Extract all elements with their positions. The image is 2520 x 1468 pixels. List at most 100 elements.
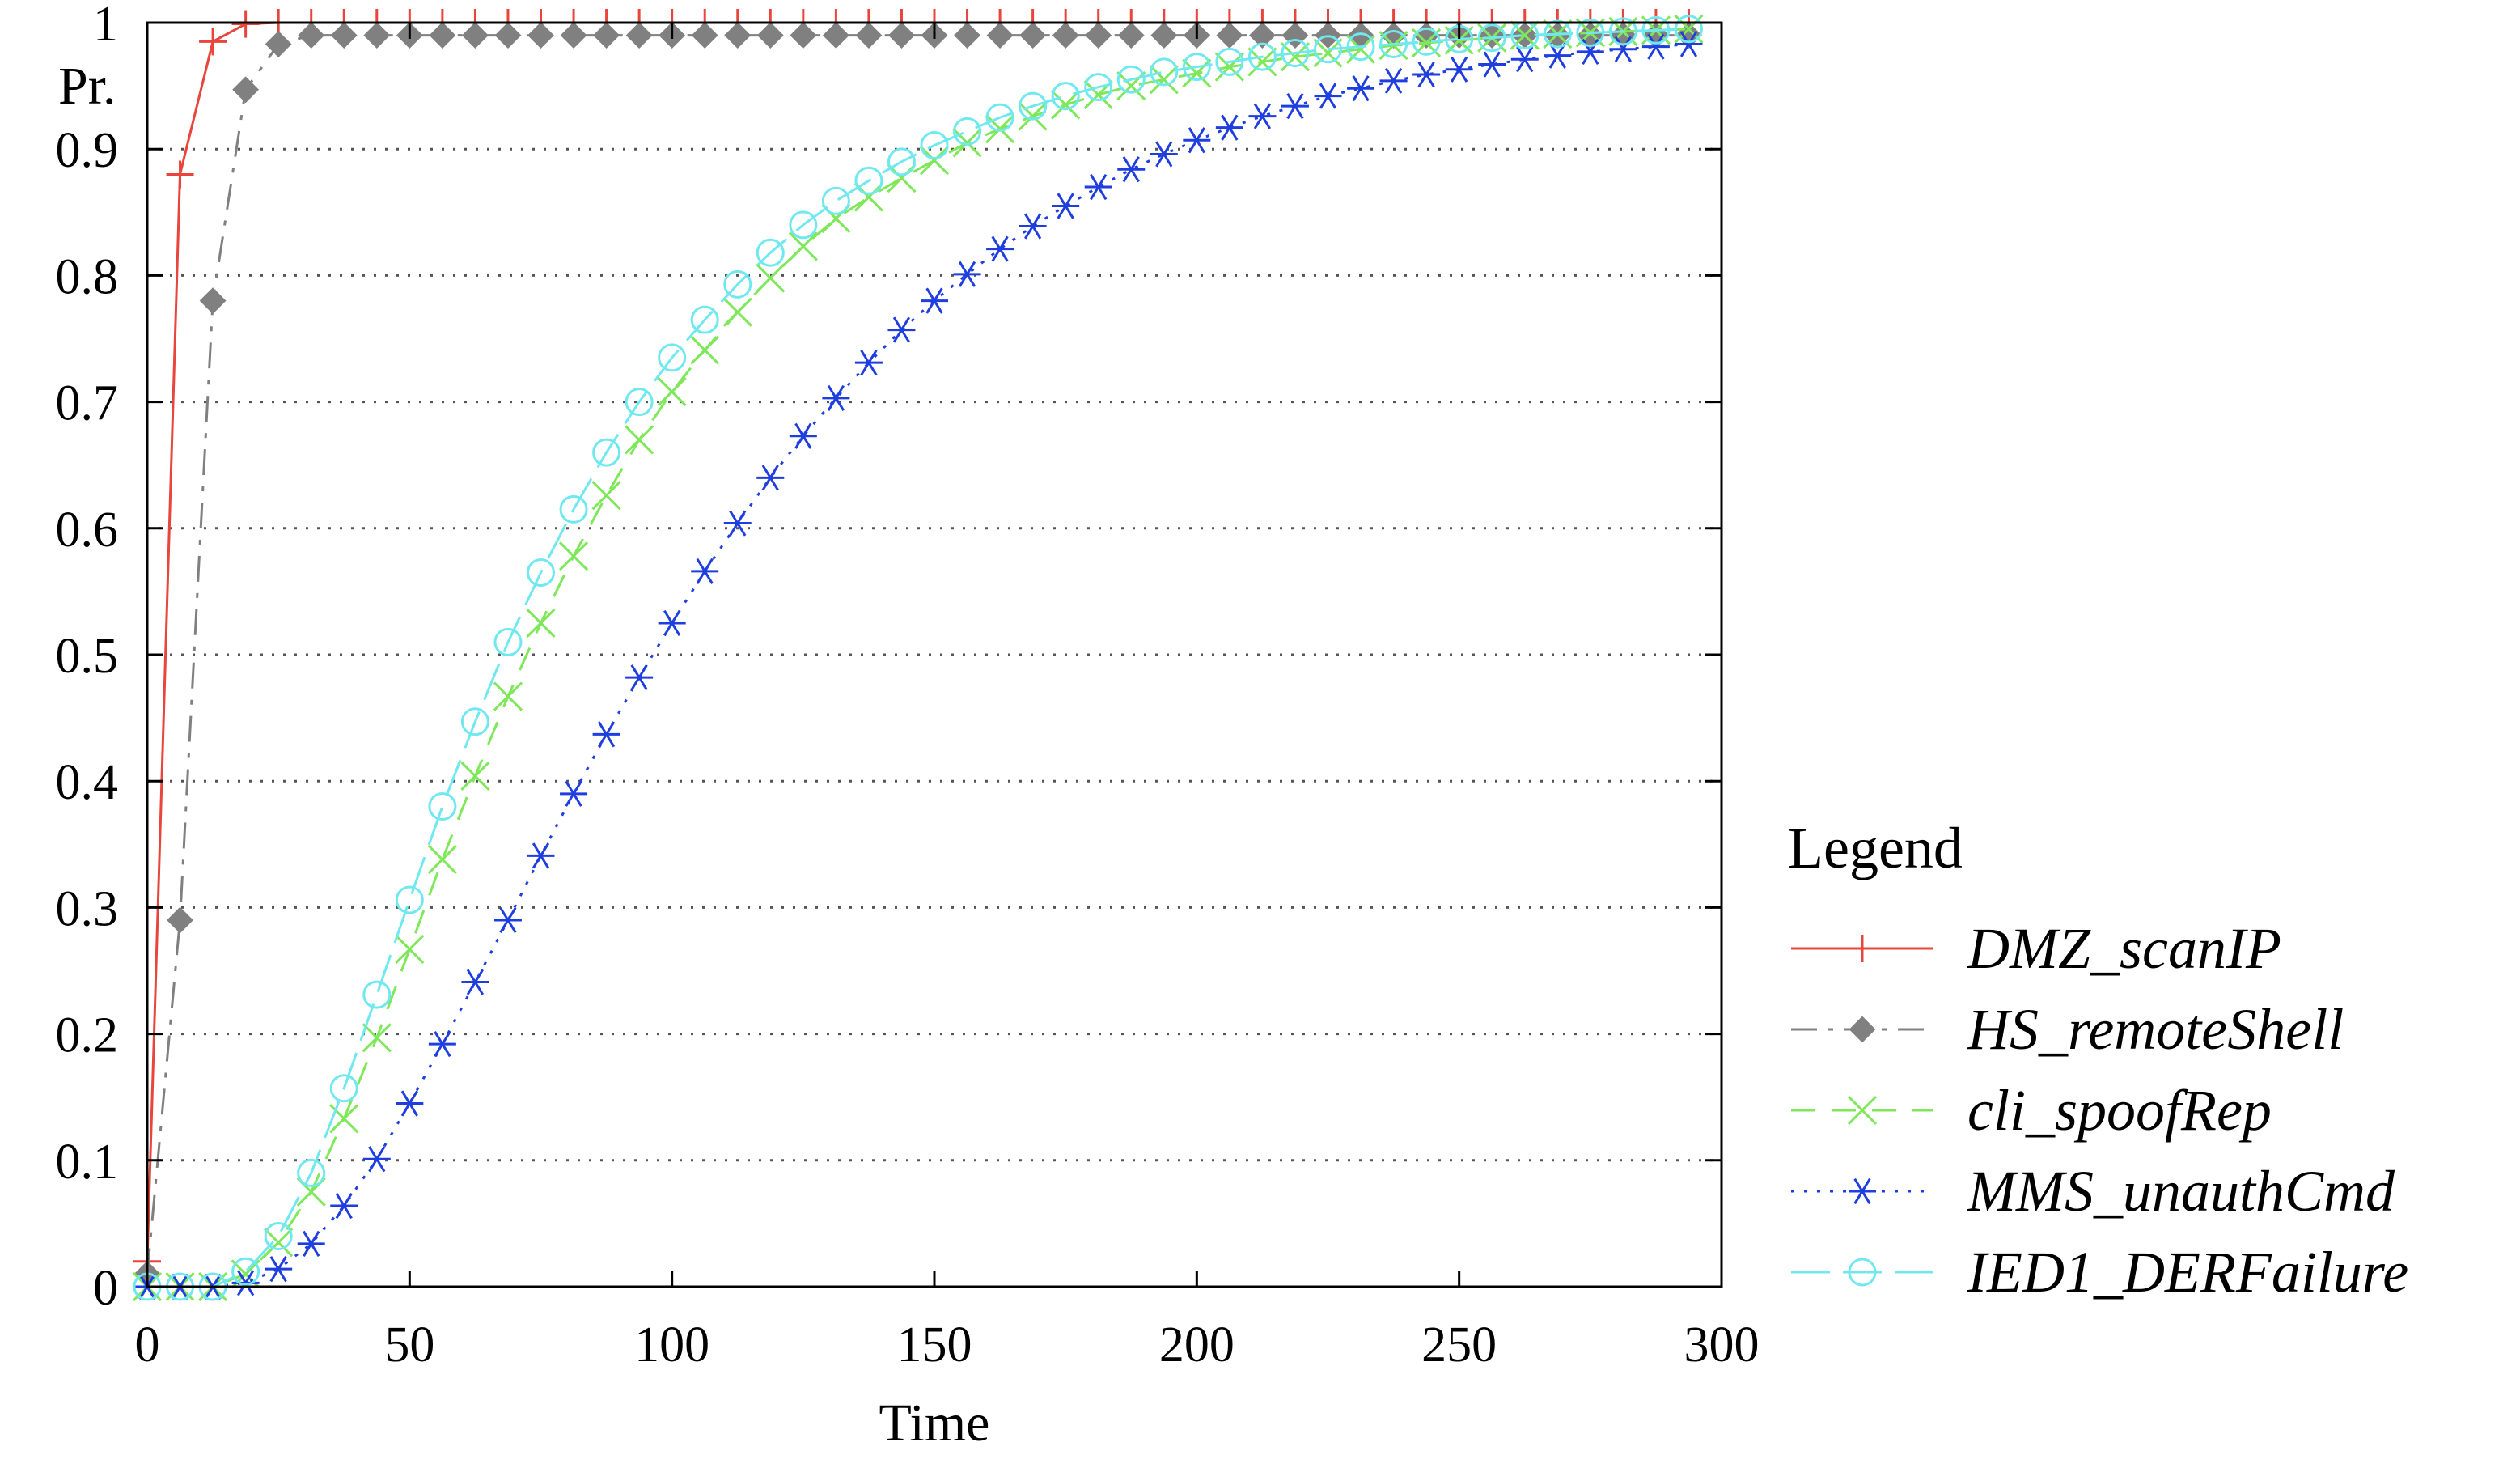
data-point bbox=[790, 22, 817, 49]
data-point bbox=[1379, 67, 1408, 94]
data-point bbox=[1543, 19, 1572, 49]
data-point bbox=[297, 1230, 325, 1257]
data-point bbox=[429, 22, 456, 49]
data-point bbox=[1249, 22, 1276, 49]
data-point bbox=[231, 10, 260, 38]
data-point bbox=[821, 186, 850, 215]
legend: Legend DMZ_scanIP HS_remoteShell cli_spoof… bbox=[1788, 816, 2408, 1305]
y-axis-label: Pr. bbox=[58, 57, 116, 116]
data-point bbox=[887, 316, 916, 343]
data-point bbox=[362, 1146, 391, 1173]
data-point bbox=[690, 305, 719, 334]
data-point bbox=[953, 117, 982, 146]
data-point bbox=[1149, 65, 1179, 95]
data-point bbox=[362, 980, 392, 1009]
data-point bbox=[526, 608, 556, 639]
data-point bbox=[461, 969, 489, 995]
data-point bbox=[723, 510, 752, 537]
data-point bbox=[199, 28, 227, 56]
data-point bbox=[724, 22, 752, 49]
y-tick-label: 0.6 bbox=[56, 503, 119, 558]
data-point bbox=[298, 22, 325, 49]
data-point bbox=[1052, 193, 1080, 219]
data-point bbox=[1281, 93, 1309, 120]
data-point bbox=[1150, 141, 1178, 168]
data-point bbox=[658, 609, 686, 637]
y-tick-label: 0.1 bbox=[56, 1135, 119, 1190]
data-point bbox=[1379, 30, 1408, 59]
legend-entry: cli_spoofRep bbox=[1791, 1078, 2272, 1143]
data-point bbox=[1445, 56, 1473, 83]
axis-ticks: 0 0.1 0.2 0.3 0.4 0.5 0.6 0.7 0.8 0.9 1 0 50 100 150 20… bbox=[56, 0, 1760, 1373]
data-point bbox=[789, 210, 818, 240]
legend-swatch-marker bbox=[1847, 1095, 1878, 1126]
data-point bbox=[558, 541, 589, 571]
data-point bbox=[1314, 35, 1342, 64]
data-point bbox=[527, 22, 554, 49]
data-point bbox=[560, 22, 587, 49]
data-point bbox=[853, 182, 883, 212]
data-point bbox=[855, 22, 883, 49]
data-point bbox=[722, 297, 752, 327]
data-point bbox=[199, 287, 227, 315]
data-point bbox=[460, 707, 489, 736]
data-point bbox=[1019, 91, 1048, 121]
data-point bbox=[1116, 65, 1146, 94]
data-point bbox=[985, 103, 1014, 132]
data-point bbox=[362, 1023, 392, 1053]
data-point bbox=[919, 146, 950, 176]
data-point bbox=[330, 22, 358, 49]
data-point bbox=[1117, 22, 1145, 49]
data-point bbox=[166, 160, 194, 189]
data-point bbox=[167, 906, 193, 934]
data-point bbox=[690, 335, 720, 365]
data-point bbox=[1247, 42, 1277, 71]
data-point bbox=[462, 22, 489, 49]
data-point bbox=[952, 128, 982, 158]
data-point bbox=[1215, 114, 1243, 141]
series-line-HS_remoteShell bbox=[146, 34, 1689, 1275]
legend-label: DMZ_scanIP bbox=[1967, 916, 2281, 981]
legend-swatch-marker bbox=[1848, 1258, 1877, 1287]
data-point bbox=[1314, 83, 1342, 109]
legend-swatch-marker bbox=[1849, 1016, 1876, 1043]
data-point bbox=[1150, 22, 1178, 49]
data-point bbox=[527, 558, 555, 587]
data-point bbox=[264, 1222, 293, 1251]
series-MMS_unauthCmd bbox=[133, 31, 1703, 1300]
y-tick-label: 0.3 bbox=[56, 881, 119, 936]
data-point bbox=[264, 1228, 294, 1258]
data-point bbox=[985, 114, 1015, 144]
data-point bbox=[1674, 15, 1703, 44]
legend-swatch-marker bbox=[1849, 1177, 1876, 1205]
data-point bbox=[1544, 42, 1572, 69]
data-point bbox=[1182, 58, 1212, 88]
data-point bbox=[756, 465, 785, 491]
data-point bbox=[428, 791, 457, 821]
x-tick-label: 200 bbox=[1159, 1317, 1235, 1373]
data-point bbox=[756, 22, 784, 49]
data-point bbox=[822, 22, 849, 49]
data-point bbox=[953, 261, 981, 287]
data-point bbox=[986, 22, 1014, 49]
data-point bbox=[559, 494, 588, 524]
x-tick-label: 300 bbox=[1684, 1317, 1760, 1373]
data-point bbox=[395, 934, 425, 965]
data-point bbox=[592, 438, 621, 467]
series-line-cli_spoofRep bbox=[147, 28, 1689, 1288]
data-point bbox=[297, 1158, 326, 1187]
data-point bbox=[921, 287, 948, 314]
series-layer bbox=[132, 9, 1704, 1302]
data-point bbox=[1216, 22, 1243, 49]
data-point bbox=[1051, 82, 1080, 111]
data-point bbox=[854, 166, 883, 195]
data-point bbox=[427, 844, 457, 875]
data-point bbox=[1084, 173, 1112, 201]
x-tick-label: 250 bbox=[1421, 1317, 1497, 1373]
data-point bbox=[1248, 103, 1277, 129]
data-point bbox=[1247, 47, 1277, 77]
data-point bbox=[1214, 52, 1244, 82]
legend-entry: MMS_unauthCmd bbox=[1791, 1159, 2395, 1224]
data-point bbox=[1641, 15, 1671, 45]
